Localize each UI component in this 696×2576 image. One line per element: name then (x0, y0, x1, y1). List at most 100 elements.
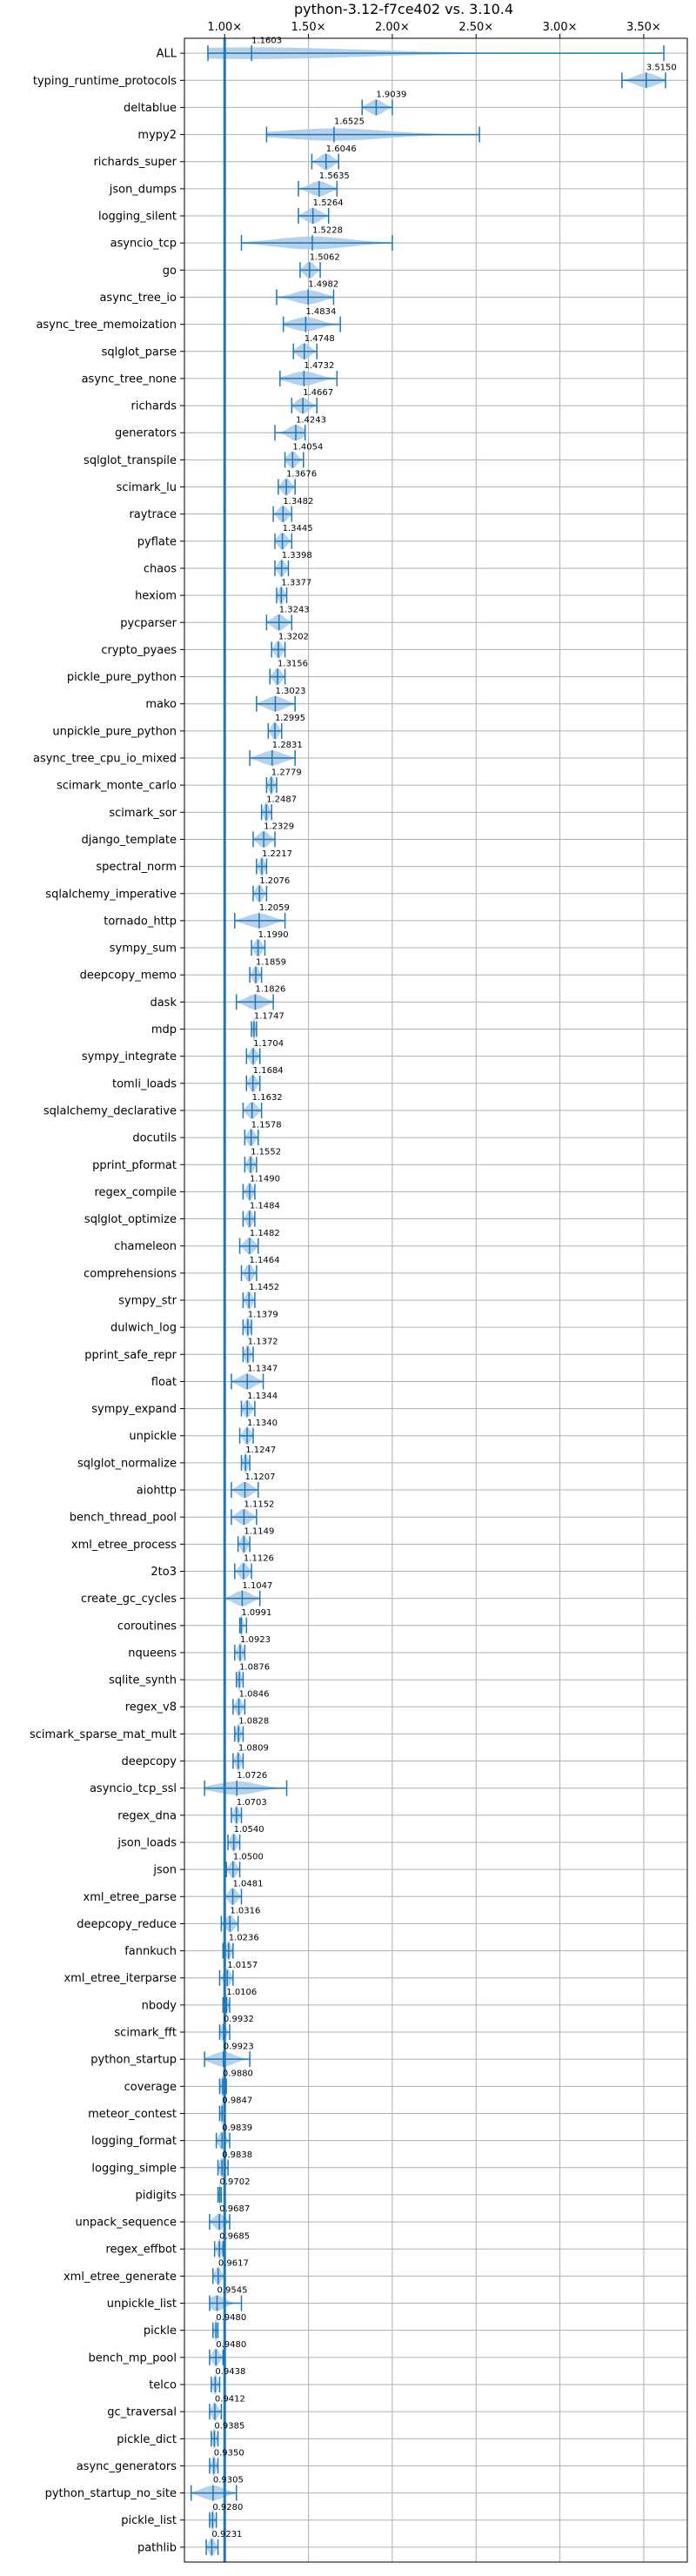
category-label-spectral_norm: spectral_norm (96, 861, 177, 874)
value-label-go: 1.5062 (310, 252, 340, 262)
category-label-mypy2: mypy2 (137, 129, 177, 142)
violin-pprint_pformat (244, 1155, 258, 1175)
category-label-pprint_safe_repr: pprint_safe_repr (84, 1349, 177, 1362)
violin-logging_silent (298, 208, 330, 225)
value-label-chaos: 1.3398 (282, 551, 312, 560)
category-label-scimark_lu: scimark_lu (117, 481, 177, 494)
value-label-sqlite_synth: 1.0876 (239, 1662, 270, 1672)
value-label-coroutines: 1.0991 (241, 1608, 271, 1618)
violin-logging_simple (217, 2157, 229, 2177)
violin-deepcopy_memo (249, 965, 263, 984)
violin-unpickle (238, 1426, 254, 1446)
category-label-nbody: nbody (142, 1999, 177, 2012)
violin-pickle_dict (211, 2427, 219, 2450)
violin-regex_effbot (213, 2238, 224, 2259)
category-label-mdp: mdp (151, 1023, 177, 1036)
category-label-fannkuch: fannkuch (124, 1945, 177, 1958)
value-label-pprint_pformat: 1.1552 (251, 1147, 281, 1157)
violin-bench_thread_pool (231, 1508, 258, 1526)
value-label-pickle_list: 0.9280 (212, 2503, 243, 2512)
violin-comprehensions (240, 1264, 258, 1283)
value-label-sympy_integrate: 1.1704 (253, 1039, 284, 1049)
violin-mako (256, 695, 296, 712)
category-label-xml_etree_generate: xml_etree_generate (64, 2271, 177, 2284)
value-label-nbody: 1.0106 (226, 1988, 257, 1997)
category-label-python_startup: python_startup (90, 2054, 177, 2067)
category-label-unpickle_pure_python: unpickle_pure_python (52, 725, 177, 738)
category-label-deepcopy_memo: deepcopy_memo (80, 969, 177, 983)
category-label-deepcopy_reduce: deepcopy_reduce (77, 1918, 177, 1931)
violin-pickle (212, 2318, 219, 2342)
category-label-asyncio_tcp: asyncio_tcp (110, 238, 177, 251)
category-label-sqlalchemy_declarative: sqlalchemy_declarative (44, 1104, 177, 1117)
category-label-pidigits: pidigits (136, 2189, 177, 2202)
category-label-ALL: ALL (157, 48, 177, 61)
value-label-python_startup: 0.9923 (224, 2042, 254, 2051)
value-label-python_startup_no_site: 0.9305 (213, 2476, 244, 2485)
violin-float (231, 1373, 264, 1390)
value-label-raytrace: 1.3482 (283, 497, 313, 506)
value-label-gc_traversal: 0.9412 (215, 2394, 245, 2404)
value-label-deltablue: 1.9039 (376, 91, 406, 100)
violin-pycparser (265, 614, 293, 631)
category-label-sympy_str: sympy_str (118, 1295, 177, 1308)
violin-scimark_lu (278, 478, 296, 496)
value-label-pycparser: 1.3243 (279, 605, 310, 614)
x-tick-label-2: 2.00× (375, 21, 410, 34)
category-label-regex_compile: regex_compile (94, 1186, 177, 1199)
violin-xml_etree_parse (224, 1888, 243, 1906)
value-label-json: 1.0500 (233, 1852, 264, 1862)
x-tick-label-1: 1.50× (291, 21, 326, 34)
category-label-create_gc_cycles: create_gc_cycles (81, 1593, 177, 1606)
category-label-hexiom: hexiom (135, 590, 177, 603)
violin-deepcopy (232, 1751, 244, 1771)
violin-deltablue (361, 99, 393, 116)
violin-pyflate (274, 532, 293, 550)
category-label-scimark_sparse_mat_mult: scimark_sparse_mat_mult (30, 1728, 177, 1741)
value-label-bench_thread_pool: 1.1152 (244, 1499, 274, 1509)
violin-unpickle_pure_python (267, 721, 283, 741)
category-label-chaos: chaos (144, 562, 177, 575)
category-label-deepcopy: deepcopy (121, 1755, 177, 1768)
category-label-dulwich_log: dulwich_log (110, 1322, 177, 1335)
value-label-xml_etree_process: 1.1149 (244, 1527, 274, 1537)
category-label-python_startup_no_site: python_startup_no_site (45, 2487, 177, 2500)
value-label-mypy2: 1.6525 (334, 117, 365, 127)
plot-frame (184, 37, 688, 2563)
category-label-json_dumps: json_dumps (109, 183, 177, 196)
value-label-nqueens: 1.0923 (240, 1635, 271, 1645)
value-label-deepcopy_reduce: 1.0316 (230, 1907, 260, 1916)
value-label-unpickle: 1.1340 (247, 1419, 278, 1428)
x-tick-label-5: 3.50× (626, 21, 661, 34)
violin-2to3 (234, 1562, 252, 1580)
category-label-logging_format: logging_format (91, 2135, 177, 2148)
value-label-ALL: 1.1603 (251, 36, 282, 45)
y-axis: ALL typing_runtime_protocols deltablue mypy… (30, 48, 184, 2554)
value-label-pickle_pure_python: 1.3156 (278, 660, 308, 669)
value-label-regex_effbot: 0.9685 (219, 2231, 250, 2241)
category-label-pprint_pformat: pprint_pformat (92, 1159, 177, 1172)
violin-async_tree_none (279, 370, 338, 386)
violin-sqlalchemy_declarative (242, 1102, 263, 1119)
category-label-sqlglot_optimize: sqlglot_optimize (84, 1213, 177, 1226)
value-label-regex_v8: 1.0846 (239, 1689, 270, 1699)
category-label-pathlib: pathlib (137, 2541, 177, 2554)
value-label-2to3: 1.1126 (244, 1554, 274, 1564)
violin-scimark_sor (260, 802, 272, 822)
value-label-pidigits: 0.9702 (219, 2177, 250, 2187)
category-label-json: json (152, 1864, 177, 1877)
value-label-regex_compile: 1.1490 (250, 1175, 280, 1184)
violin-scimark_monte_carlo (265, 775, 278, 795)
violin-sqlite_synth (235, 1668, 244, 1691)
violin-bench_mp_pool (209, 2348, 224, 2367)
category-label-unpack_sequence: unpack_sequence (75, 2217, 177, 2230)
value-label-logging_silent: 1.5264 (313, 198, 344, 208)
x-tick-label-4: 3.00× (543, 21, 578, 34)
violin-scimark_sparse_mat_mult (234, 1723, 244, 1745)
category-label-pickle_dict: pickle_dict (117, 2433, 177, 2446)
value-label-sqlglot_parse: 1.4748 (304, 334, 335, 344)
x-tick-label-3: 2.50× (458, 21, 493, 34)
violin-coroutines (238, 1614, 248, 1637)
violin-hexiom (276, 585, 288, 606)
